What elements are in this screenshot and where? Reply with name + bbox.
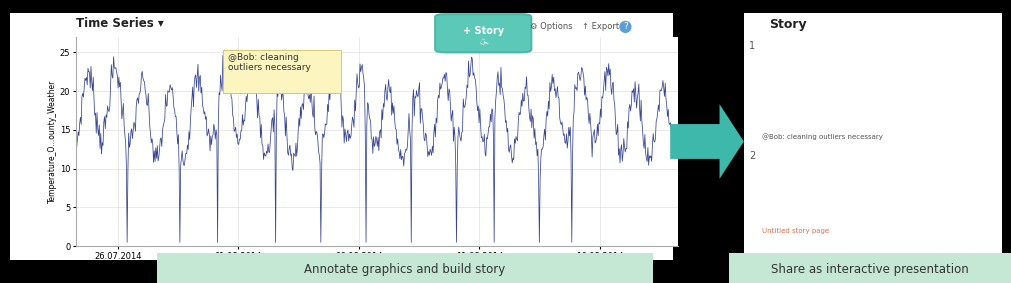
Bar	[783, 174, 797, 226]
Bar	[879, 202, 893, 226]
Text: 2: 2	[748, 151, 754, 161]
FancyBboxPatch shape	[818, 55, 852, 74]
Text: ⚙ Options: ⚙ Options	[530, 22, 572, 31]
Bar	[898, 205, 912, 226]
Text: Annotate graphics and build story: Annotate graphics and build story	[304, 263, 504, 276]
Text: ?: ?	[623, 22, 627, 31]
Text: ☞: ☞	[476, 37, 490, 51]
Bar	[936, 211, 950, 226]
Text: ↑ Export: ↑ Export	[581, 22, 619, 31]
Bar	[859, 196, 874, 226]
Text: Share as interactive presentation: Share as interactive presentation	[770, 263, 969, 276]
Text: + Story: + Story	[462, 25, 503, 36]
Text: 1: 1	[748, 41, 754, 51]
Text: @Bob: cleaning
outliers necessary: @Bob: cleaning outliers necessary	[228, 53, 310, 72]
Polygon shape	[669, 104, 743, 179]
Bar	[802, 177, 816, 226]
Bar	[840, 186, 854, 226]
FancyBboxPatch shape	[223, 50, 341, 93]
Y-axis label: Temperature_O...ounty_Weather: Temperature_O...ounty_Weather	[48, 80, 57, 203]
Bar	[821, 180, 835, 226]
Text: Untitled story page: Untitled story page	[761, 228, 828, 234]
Bar	[955, 214, 970, 226]
Bar	[917, 208, 931, 226]
Bar	[763, 165, 778, 226]
Text: @Bob: cleaning outliers necessary: @Bob: cleaning outliers necessary	[761, 133, 882, 140]
Text: Time Series ▾: Time Series ▾	[76, 17, 164, 30]
Bar	[974, 217, 989, 226]
Text: Story: Story	[768, 18, 806, 31]
